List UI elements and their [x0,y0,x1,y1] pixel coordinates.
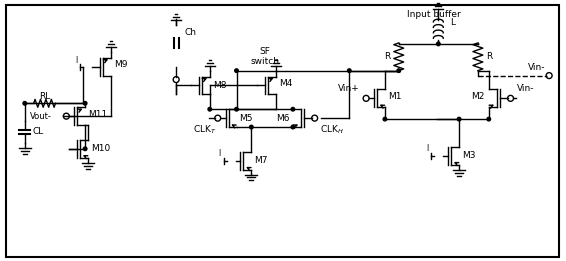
Text: R: R [384,52,391,61]
Circle shape [23,102,27,105]
Text: I: I [426,144,428,153]
Text: M11: M11 [88,110,108,119]
Text: CL: CL [33,127,44,137]
Text: M6: M6 [276,114,290,123]
Circle shape [487,117,491,121]
Text: M4: M4 [279,79,293,88]
Text: M9: M9 [114,60,127,69]
Text: M10: M10 [91,144,110,153]
Text: Vout-: Vout- [30,112,52,121]
Circle shape [291,125,295,129]
Text: L: L [450,18,455,27]
Text: CLK$_T$: CLK$_T$ [193,124,217,136]
Text: M3: M3 [462,151,475,160]
Text: M2: M2 [471,92,485,101]
Text: M1: M1 [388,92,401,101]
Text: RL: RL [39,92,50,101]
Circle shape [83,102,87,105]
Text: switch: switch [251,57,280,66]
Circle shape [397,69,401,72]
Circle shape [348,69,351,72]
Circle shape [250,125,253,129]
Circle shape [83,147,87,151]
Text: Vin-: Vin- [528,63,545,72]
Text: M8: M8 [213,81,226,90]
Circle shape [235,108,238,111]
Text: I: I [218,149,221,158]
Text: Vin-: Vin- [517,84,534,93]
Text: SF: SF [260,47,271,56]
Text: R: R [486,52,492,61]
Text: CLK$_H$: CLK$_H$ [320,124,344,136]
Circle shape [457,117,461,121]
Text: Vin+: Vin+ [338,84,360,93]
Text: Ch: Ch [184,28,196,37]
Text: Input buffer: Input buffer [406,10,460,19]
Text: M7: M7 [254,156,268,165]
Text: M5: M5 [239,114,253,123]
Circle shape [436,42,440,46]
Circle shape [383,117,387,121]
Circle shape [291,108,295,111]
Text: I: I [75,56,78,65]
Circle shape [208,108,212,111]
Circle shape [235,69,238,72]
